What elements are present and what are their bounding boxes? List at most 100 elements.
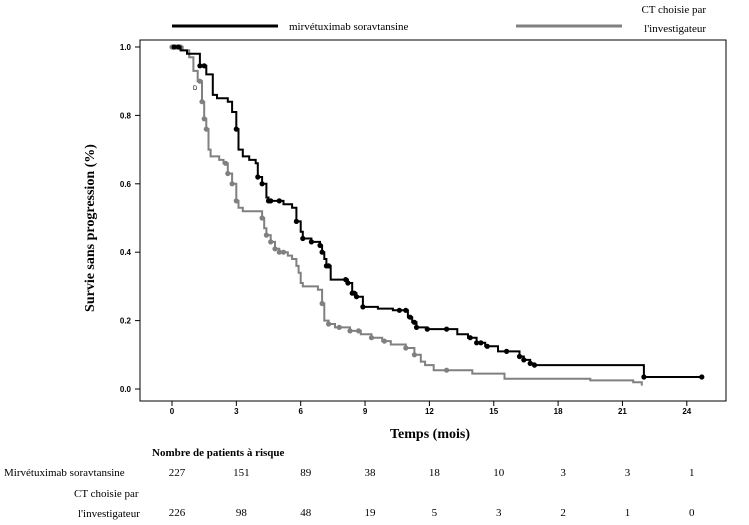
censor-mark-ct-investigateur	[223, 160, 229, 166]
censor-mark-ct-investigateur	[319, 300, 325, 307]
x-tick-label: 24	[682, 407, 691, 416]
censor-mark-mirvetuximab	[353, 294, 360, 300]
censor-mark-mirvetuximab	[259, 181, 265, 187]
censor-mark-mirvetuximab	[268, 198, 274, 204]
censor-mark-mirvetuximab	[317, 242, 323, 248]
risk-value: 38	[365, 467, 377, 479]
censor-mark-mirvetuximab	[407, 314, 413, 320]
censor-mark-ct-investigateur	[368, 335, 375, 341]
legend-label-mirvetuximab: mirvétuximab soravtansine	[289, 21, 409, 33]
censor-mark-mirvetuximab	[255, 174, 261, 180]
y-tick-label: 0.4	[120, 248, 132, 257]
risk-value: 1	[689, 467, 695, 479]
censor-mark-mirvetuximab	[201, 63, 207, 69]
censor-mark-mirvetuximab	[504, 348, 510, 354]
x-tick-label: 21	[618, 407, 627, 416]
risk-value: 227	[169, 467, 186, 479]
y-tick-label: 0.6	[120, 180, 132, 189]
censor-mark-mirvetuximab	[175, 44, 181, 50]
censor-mark-ct-investigateur	[326, 321, 332, 327]
risk-value: 2	[560, 507, 566, 519]
censor-mark-ct-investigateur	[225, 170, 231, 177]
censor-mark-mirvetuximab	[326, 263, 332, 269]
censor-mark-ct-investigateur	[199, 99, 205, 105]
censor-mark-ct-investigateur	[356, 328, 362, 334]
risk-value: 0	[689, 507, 695, 519]
censor-mark-mirvetuximab	[197, 63, 203, 69]
y-tick-label: 0.8	[120, 111, 132, 120]
censor-mark-ct-investigateur	[411, 352, 417, 358]
censor-mark-mirvetuximab	[478, 340, 484, 346]
km-curve-ct-investigateur	[172, 46, 643, 386]
censor-mark-mirvetuximab	[521, 357, 527, 363]
series-ct-investigateur	[169, 44, 643, 386]
censor-mark-ct-investigateur	[280, 249, 287, 255]
x-tick-label: 18	[554, 407, 563, 416]
risk-value: 19	[365, 507, 377, 519]
censor-mark-ct-investigateur	[347, 328, 353, 334]
censor-mark-ct-investigateur	[263, 232, 269, 238]
risk-value: 18	[429, 467, 441, 479]
risk-table: Nombre de patients à risque Mirvétuximab…	[4, 447, 695, 520]
x-tick-label: 15	[489, 407, 498, 416]
legend-label-ct-line1: CT choisie par	[641, 4, 706, 16]
censor-mark-mirvetuximab	[403, 307, 409, 313]
x-tick-label: 6	[298, 407, 303, 416]
censor-mark-mirvetuximab	[276, 198, 282, 204]
risk-table-title: Nombre de patients à risque	[152, 447, 285, 459]
censor-mark-ct-investigateur	[381, 338, 387, 344]
y-tick-label: 1.0	[120, 43, 132, 52]
risk-value: 3	[496, 507, 502, 519]
x-tick-label: 3	[234, 407, 239, 416]
censor-mark-mirvetuximab	[360, 304, 366, 310]
legend: mirvétuximab soravtansine CT choisie par…	[172, 4, 706, 35]
censor-mark-mirvetuximab	[527, 360, 533, 366]
y-tick-label: 0.0	[120, 385, 132, 394]
x-tick-label: 0	[170, 407, 175, 416]
censor-mark-mirvetuximab	[233, 126, 239, 132]
censor-mark-mirvetuximab	[345, 280, 351, 286]
censor-mark-mirvetuximab	[396, 307, 402, 313]
censor-mark-ct-investigateur	[272, 246, 278, 252]
risk-value: 10	[493, 467, 505, 479]
censor-mark-mirvetuximab	[444, 326, 450, 332]
censor-mark-mirvetuximab	[319, 249, 325, 255]
censor-mark-mirvetuximab	[424, 326, 430, 332]
risk-value: 3	[560, 467, 566, 479]
censor-mark-ct-investigateur	[336, 324, 342, 330]
y-tick-label: 0.2	[120, 317, 132, 326]
y-axis-title: Survie sans progression (%)	[83, 144, 98, 312]
risk-value: 151	[233, 467, 250, 479]
axes: 0.0 0.2 0.4 0.6 0.8 1.0 0 3 6 9 12 15 18 21 24	[120, 43, 692, 416]
censor-mark-ct-investigateur	[203, 126, 209, 132]
censor-mark-ct-investigateur	[201, 116, 207, 122]
risk-value: 226	[169, 507, 186, 519]
censor-mark-ct-investigateur	[259, 215, 265, 221]
stray-mark: D	[193, 86, 198, 92]
x-tick-label: 9	[363, 407, 368, 416]
risk-value: 89	[300, 467, 312, 479]
risk-value: 5	[432, 507, 438, 519]
risk-row-label-ct-line2: l'investigateur	[78, 508, 140, 520]
censor-mark-mirvetuximab	[293, 218, 299, 224]
censor-mark-mirvetuximab	[308, 239, 314, 245]
series-layer	[169, 44, 705, 386]
censor-mark-ct-investigateur	[444, 367, 450, 373]
censor-mark-mirvetuximab	[474, 340, 480, 346]
censor-mark-mirvetuximab	[300, 235, 306, 242]
censor-mark-ct-investigateur	[229, 181, 235, 187]
censor-mark-ct-investigateur	[233, 198, 239, 204]
risk-value: 3	[625, 467, 631, 479]
censor-mark-mirvetuximab	[484, 343, 490, 349]
censor-mark-ct-investigateur	[403, 345, 409, 351]
censor-mark-mirvetuximab	[641, 374, 647, 380]
censor-mark-mirvetuximab	[531, 362, 538, 368]
censor-mark-ct-investigateur	[268, 239, 274, 245]
series-mirvetuximab	[171, 44, 705, 380]
censor-mark-mirvetuximab	[171, 44, 177, 50]
legend-label-ct-line2: l'investigateur	[644, 23, 706, 35]
censor-mark-ct-investigateur	[276, 249, 282, 255]
risk-row-label-mirvetuximab: Mirvétuximab soravtansine	[4, 467, 125, 479]
plot-frame	[139, 39, 727, 402]
